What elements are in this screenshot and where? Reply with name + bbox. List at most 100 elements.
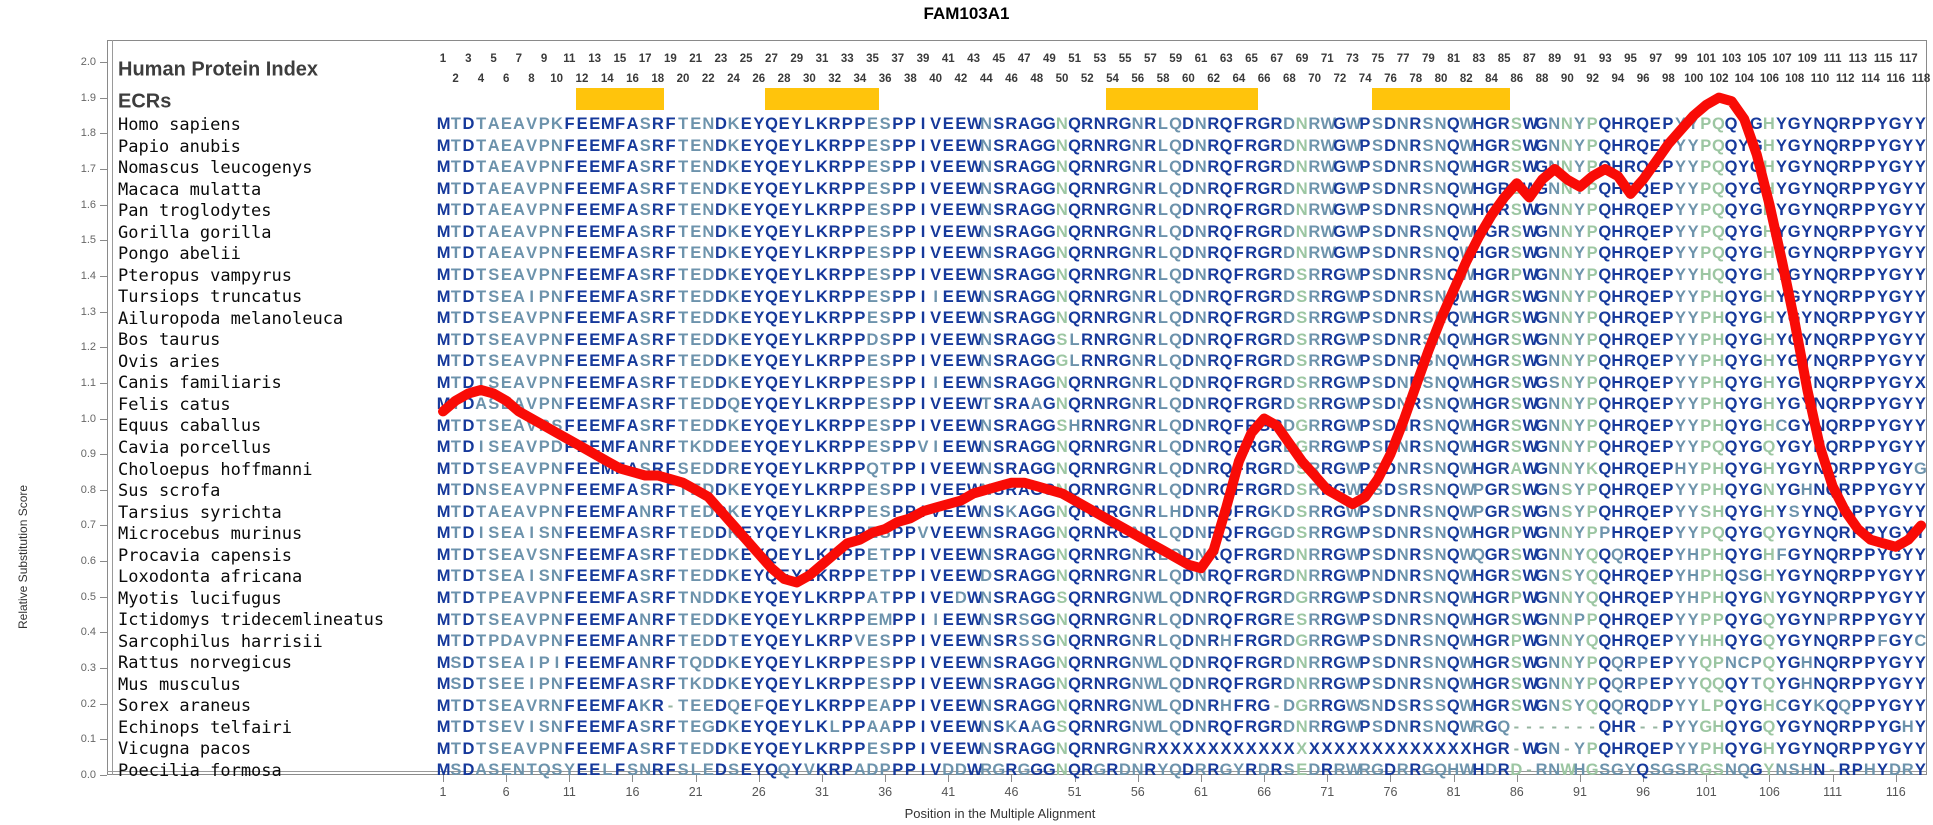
sequence-cell: R [1081,201,1093,220]
sequence-cell: N [1548,524,1560,543]
sequence-cell: S [993,481,1004,500]
sequence-cell: Y [753,438,764,457]
sequence-cell: E [866,675,878,694]
sequence-cell: S [639,739,651,758]
sequence-cell: K [727,309,740,328]
sequence-cell: R [1270,588,1283,607]
sequence-cell: G [1888,222,1902,241]
sequence-cell: N [1560,309,1573,328]
sequence-cell: E [702,761,714,780]
sequence-cell: P [841,416,853,435]
sequence-cell: P [1662,287,1673,306]
sequence-cell: N [1194,136,1207,155]
x-tick-label: 56 [1130,785,1145,799]
sequence-cell: P [1851,588,1863,607]
sequence-cell: G [1787,373,1801,392]
sequence-cell: Y [1573,545,1585,564]
sequence-cell: Y [1801,115,1812,134]
x-tick-mark [1264,775,1266,782]
sequence-cell: Y [1687,222,1699,241]
sequence-cell: Q [1825,373,1839,392]
sequence-cell: F [1233,545,1244,564]
sequence-cell: L [804,373,814,392]
sequence-cell: N [1093,524,1106,543]
sequence-cell: Q [1598,653,1611,672]
sequence-cell: W [1459,395,1475,414]
sequence-cell: R [828,222,841,241]
sequence-cell: Q [1598,115,1611,134]
sequence-cell: A [626,696,639,715]
sequence-cell: Y [1775,502,1787,521]
sequence-cell: Y [1801,287,1812,306]
species-name: Papio anubis [118,136,241,157]
column-number: 117 [1899,53,1918,65]
sequence-cell: L [804,545,814,564]
sequence-cell: Q [1169,761,1182,780]
sequence-cell: Q [1825,502,1839,521]
sequence-cell: E [955,330,966,349]
sequence-cell: R [1838,201,1851,220]
sequence-cell: R [828,265,841,284]
sequence-cell: D [462,265,475,284]
sequence-cell: N [1434,352,1447,371]
sequence-cell: R [1624,330,1636,349]
sequence-cell: R [1838,524,1851,543]
column-number: 101 [1696,53,1716,65]
sequence-cell: Q [1446,610,1460,629]
sequence-cell: Y [1573,158,1585,177]
species-name: Pongo abelii [118,244,241,265]
sequence-cell: P [841,675,853,694]
sequence-cell: H [1762,330,1775,349]
sequence-cell: D [1283,136,1295,155]
sequence-cell: R [1106,545,1118,564]
sequence-cell: E [942,201,954,220]
sequence-cell: Q [1598,244,1611,263]
sequence-cell: G [1118,588,1132,607]
sequence-cell: R [1207,567,1219,586]
sequence-cell: E [778,265,790,284]
sequence-cell: E [576,416,588,435]
sequence-cell: D [1283,653,1295,672]
sequence-cell: A [626,352,639,371]
sequence-cell: A [513,459,525,478]
sequence-cell: S [551,761,562,780]
sequence-cell: H [1472,158,1485,177]
sequence-cell: N [1813,416,1825,435]
sequence-cell: S [1296,481,1307,500]
sequence-cell: E [740,739,752,758]
sequence-cell: T [450,718,461,737]
sequence-cell: E [690,265,701,284]
sequence-cell: P [1700,438,1711,457]
sequence-cell: K [816,524,828,543]
sequence-cell: F [564,136,575,155]
sequence-cell: G [1787,244,1801,263]
sequence-cell: Y [1801,610,1812,629]
sequence-cell: N [550,739,563,758]
sequence-cell: P [854,718,865,737]
sequence-cell: F [564,610,575,629]
sequence-cell: L [804,179,814,198]
sequence-cell: I [920,653,926,672]
sequence-cell: T [450,459,461,478]
sequence-cell: Q [1068,696,1081,715]
sequence-cell: N [1434,416,1447,435]
sequence-cell: G [1118,653,1132,672]
sequence-cell: H [1472,761,1485,780]
sequence-cell: H [1169,502,1182,521]
sequence-cell: E [500,675,512,694]
sequence-cell: Y [1801,201,1812,220]
sequence-cell: W [966,330,983,349]
sequence-cell: S [1422,179,1433,198]
sequence-cell: T [450,222,461,241]
sequence-cell: R [1081,588,1093,607]
sequence-cell: F [1233,158,1244,177]
sequence-cell: Q [1724,696,1738,715]
sequence-cell: H [1611,395,1623,414]
sequence-cell: D [715,739,727,758]
sequence-cell: Y [1902,696,1913,715]
sequence-cell: W [1143,718,1160,737]
sequence-cell: R [1624,244,1636,263]
sequence-cell: R [1106,201,1118,220]
sequence-cell: R [1144,524,1156,543]
sequence-cell: Q [1724,502,1738,521]
